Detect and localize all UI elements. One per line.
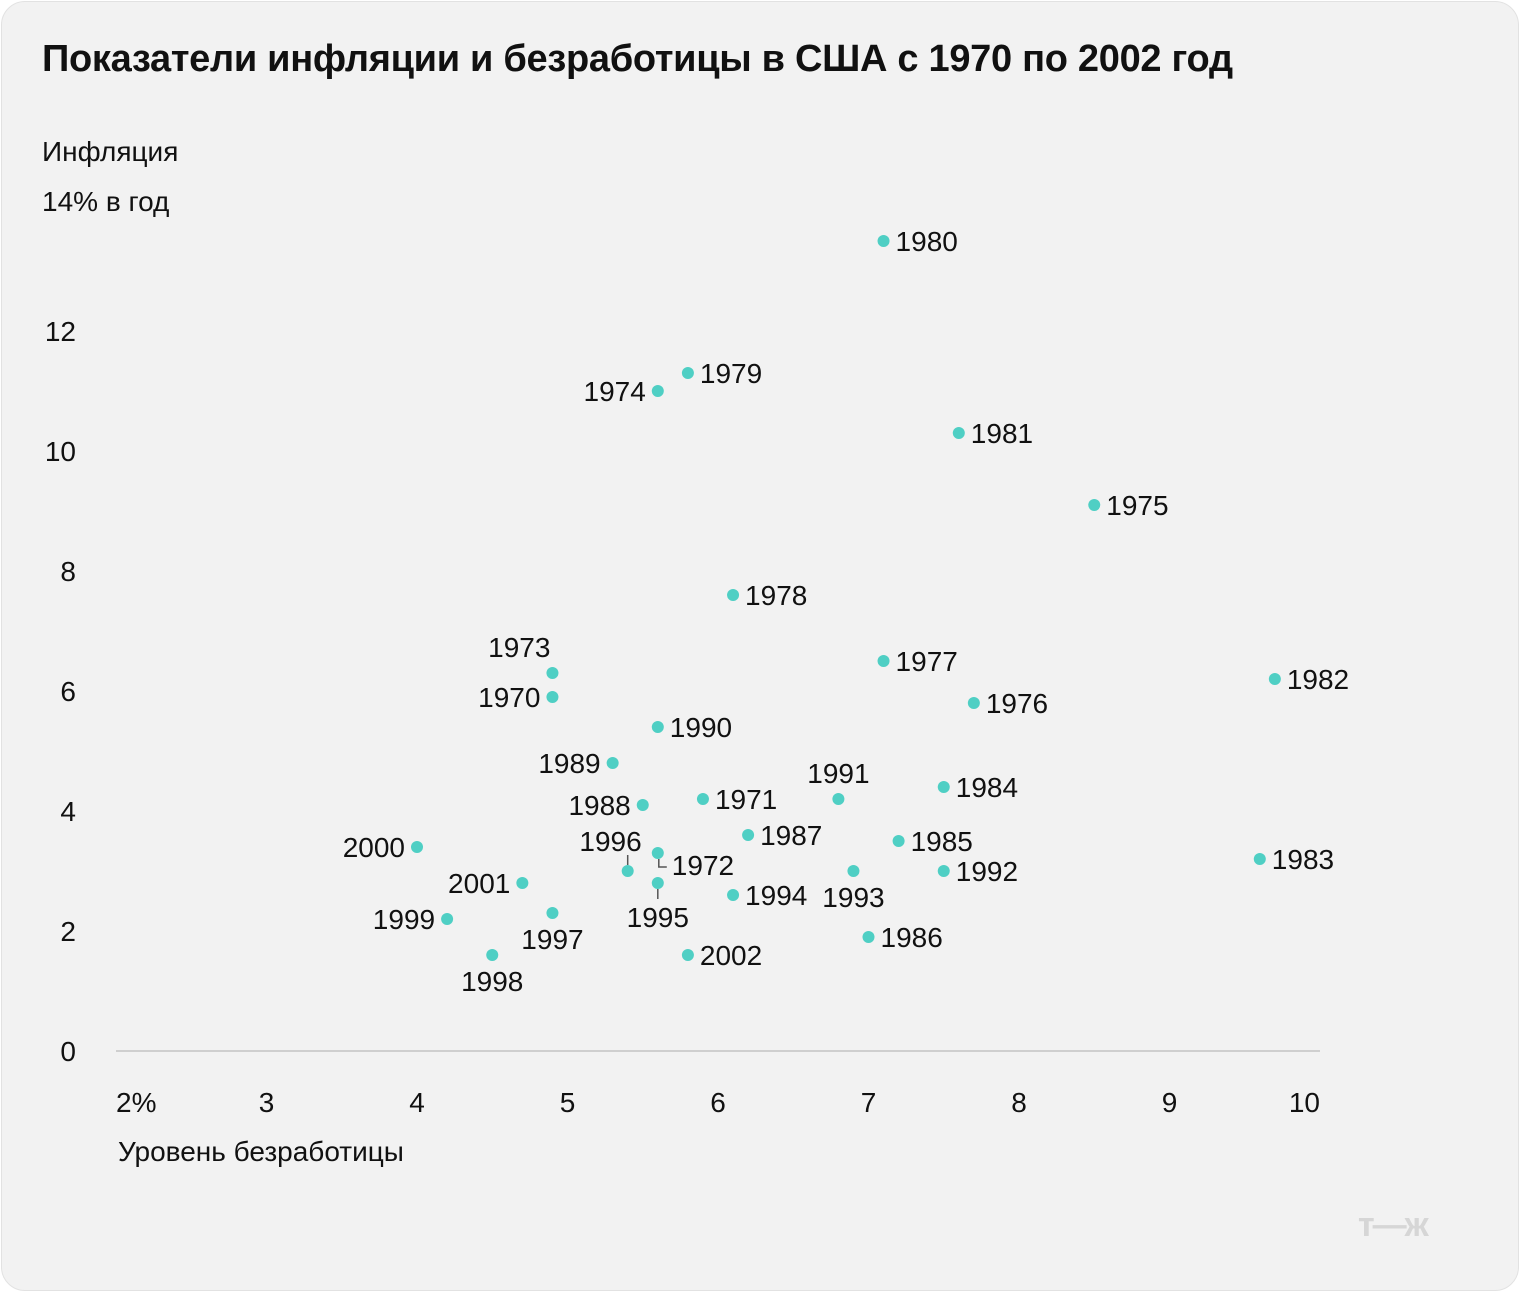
data-point-2000	[411, 841, 423, 853]
data-label-1979: 1979	[700, 358, 762, 389]
x-tick-label: 7	[861, 1087, 877, 1118]
data-label-1970: 1970	[478, 682, 540, 713]
x-tick-label: 6	[710, 1087, 726, 1118]
data-label-2002: 2002	[700, 940, 762, 971]
x-axis-ticks: 2% 3 4 5 6 7 8 9 10	[116, 1087, 1320, 1118]
data-label-1984: 1984	[956, 772, 1018, 803]
x-tick-label: 3	[259, 1087, 275, 1118]
data-point-1985	[892, 835, 905, 847]
label-connectors	[626, 855, 667, 899]
data-label-1980: 1980	[896, 226, 958, 257]
y-tick-label: 6	[60, 676, 76, 707]
data-label-1999: 1999	[373, 904, 435, 935]
brand-logo: т—ж	[1358, 1206, 1429, 1244]
data-label-1992: 1992	[956, 856, 1018, 887]
chart-title: Показатели инфляции и безработицы в США …	[42, 38, 1233, 80]
data-point-1975	[1088, 499, 1101, 511]
y-tick-label: 0	[60, 1036, 76, 1067]
data-labels: 1970 1971 1972 1973 1974 1975 1976 1977 1978 1979…	[343, 226, 1349, 997]
data-point-1995	[651, 877, 664, 889]
y-axis-title: Инфляция	[42, 136, 179, 167]
data-point-1979	[681, 367, 694, 379]
data-label-2000: 2000	[343, 832, 405, 863]
y-axis-unit: 14% в год	[42, 186, 170, 217]
data-label-1974: 1974	[584, 376, 646, 407]
x-tick-label: 2%	[116, 1087, 156, 1118]
data-label-1983: 1983	[1272, 844, 1334, 875]
connector-1972	[658, 859, 667, 868]
x-tick-label: 9	[1162, 1087, 1178, 1118]
data-label-1985: 1985	[911, 826, 973, 857]
data-point-1977	[877, 655, 890, 667]
y-tick-label: 8	[60, 556, 76, 587]
data-label-1991: 1991	[807, 758, 869, 789]
data-point-1978	[727, 589, 740, 601]
data-label-1989: 1989	[538, 748, 600, 779]
data-point-1970	[546, 691, 559, 703]
data-point-1974	[651, 385, 664, 397]
data-label-1975: 1975	[1106, 490, 1168, 521]
data-label-1986: 1986	[881, 922, 943, 953]
data-point-1982	[1268, 673, 1281, 685]
x-tick-label: 4	[409, 1087, 425, 1118]
data-point-1998	[486, 949, 499, 961]
data-points	[411, 235, 1281, 961]
data-point-2002	[681, 949, 694, 961]
y-tick-label: 2	[60, 916, 76, 947]
data-point-1983	[1253, 853, 1266, 865]
data-point-1973	[546, 667, 559, 679]
data-label-1994: 1994	[745, 880, 807, 911]
data-label-1977: 1977	[896, 646, 958, 677]
x-axis-title: Уровень безработицы	[118, 1136, 404, 1167]
data-point-1976	[967, 697, 980, 709]
data-label-1973: 1973	[488, 632, 550, 663]
data-label-1993: 1993	[822, 882, 884, 913]
x-tick-label: 5	[560, 1087, 576, 1118]
data-label-1981: 1981	[971, 418, 1033, 449]
data-label-1976: 1976	[986, 688, 1048, 719]
data-point-1997	[546, 907, 559, 919]
data-point-1987	[742, 829, 755, 841]
x-tick-label: 10	[1289, 1087, 1320, 1118]
y-axis-ticks: 0 2 4 6 8 10 12	[45, 316, 76, 1067]
data-point-1986	[862, 931, 875, 943]
data-label-1998: 1998	[461, 966, 523, 997]
y-tick-label: 4	[60, 796, 76, 827]
data-point-2001	[516, 877, 529, 889]
data-label-1987: 1987	[760, 820, 822, 851]
y-tick-label: 12	[45, 316, 76, 347]
data-point-1980	[877, 235, 890, 247]
data-point-1972	[651, 847, 664, 859]
data-point-1990	[651, 721, 664, 733]
data-label-1971: 1971	[715, 784, 777, 815]
data-point-1999	[441, 913, 454, 925]
data-point-1988	[636, 799, 649, 811]
data-label-1972: 1972	[672, 850, 734, 881]
data-label-1996: 1996	[579, 826, 641, 857]
data-label-2001: 2001	[448, 868, 510, 899]
data-label-1995: 1995	[627, 902, 689, 933]
data-point-1984	[937, 781, 950, 793]
data-point-1996	[621, 865, 634, 877]
y-tick-label: 10	[45, 436, 76, 467]
data-label-1978: 1978	[745, 580, 807, 611]
data-point-1993	[847, 865, 860, 877]
data-label-1982: 1982	[1287, 664, 1349, 695]
data-point-1992	[937, 865, 950, 877]
data-point-1994	[727, 889, 740, 901]
data-point-1971	[696, 793, 709, 805]
x-tick-label: 8	[1011, 1087, 1027, 1118]
data-label-1997: 1997	[521, 924, 583, 955]
data-point-1989	[606, 757, 619, 769]
data-label-1990: 1990	[670, 712, 732, 743]
data-label-1988: 1988	[568, 790, 630, 821]
data-point-1991	[832, 793, 845, 805]
data-point-1981	[952, 427, 965, 439]
